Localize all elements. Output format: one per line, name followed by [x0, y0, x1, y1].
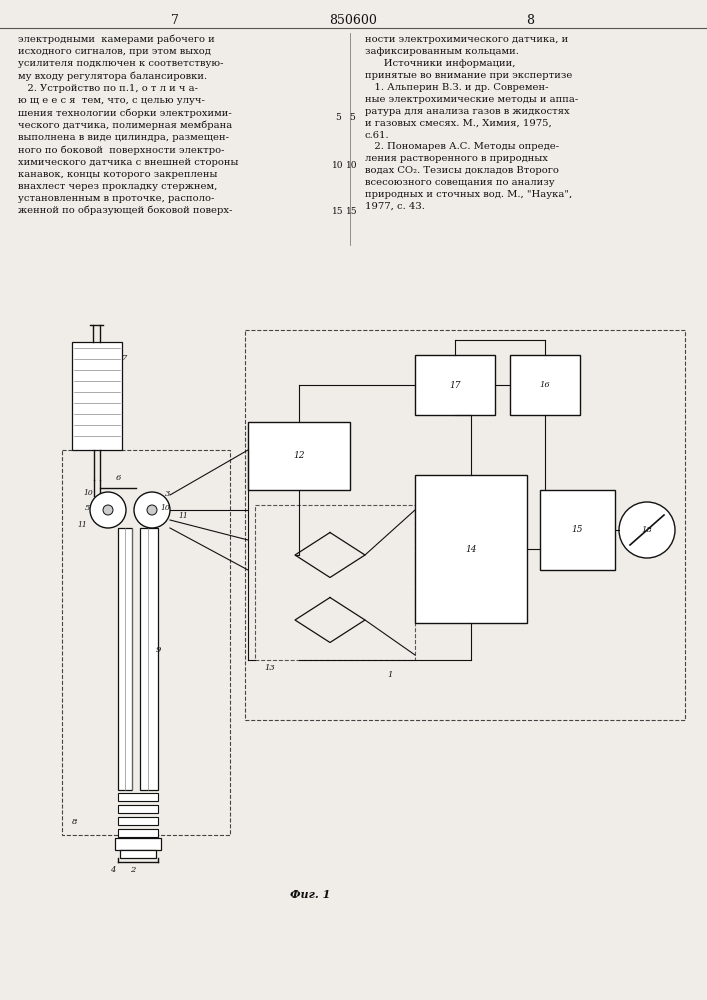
Text: 7: 7	[122, 354, 128, 362]
Bar	[118, 528, 132, 790]
Text: 5: 5	[86, 504, 90, 512]
Bar	[118, 805, 158, 813]
Text: Фиг. 1: Фиг. 1	[290, 890, 330, 900]
Circle shape	[103, 505, 113, 515]
Bar	[115, 838, 161, 850]
Bar	[540, 490, 615, 570]
Circle shape	[147, 505, 157, 515]
Text: 10: 10	[83, 489, 93, 497]
Circle shape	[90, 492, 126, 528]
Bar	[118, 793, 158, 801]
Bar	[140, 528, 158, 790]
Text: 16: 16	[539, 381, 550, 389]
Text: 15: 15	[332, 207, 344, 216]
Bar	[72, 342, 122, 450]
Text: 12: 12	[293, 452, 305, 460]
Bar	[415, 355, 495, 415]
Bar	[255, 505, 415, 660]
Text: 10: 10	[332, 160, 344, 169]
Text: 10: 10	[346, 160, 358, 169]
Text: 850600: 850600	[329, 13, 377, 26]
Text: 9: 9	[156, 646, 160, 654]
Text: 11: 11	[77, 521, 87, 529]
Text: 11: 11	[178, 512, 188, 520]
Bar	[415, 475, 527, 623]
Text: 7: 7	[171, 13, 179, 26]
Text: 3: 3	[165, 490, 170, 498]
Text: электродными  камерами рабочего и
исходного сигналов, при этом выход
усилителя п: электродными камерами рабочего и исходно…	[18, 35, 238, 215]
Text: 15: 15	[571, 526, 583, 534]
Text: ности электрохимического датчика, и
зафиксированным кольцами.
      Источники ин: ности электрохимического датчика, и зафи…	[365, 35, 578, 211]
Circle shape	[619, 502, 675, 558]
Text: 5: 5	[349, 112, 355, 121]
Bar	[120, 850, 156, 858]
Text: 6: 6	[115, 474, 121, 482]
Text: 13: 13	[264, 664, 275, 672]
Text: 4: 4	[110, 866, 116, 874]
Text: 1: 1	[387, 671, 392, 679]
Bar	[248, 422, 350, 490]
Bar	[118, 829, 158, 837]
Circle shape	[134, 492, 170, 528]
Text: 17: 17	[449, 380, 461, 389]
Bar	[118, 817, 158, 825]
Text: 5: 5	[335, 112, 341, 121]
Text: 18: 18	[642, 526, 653, 534]
Text: 8: 8	[526, 13, 534, 26]
Text: 10: 10	[160, 504, 170, 512]
Text: 8: 8	[72, 818, 78, 826]
Bar	[62, 450, 230, 835]
Text: 2: 2	[130, 866, 136, 874]
Bar	[510, 355, 580, 415]
Text: 14: 14	[465, 544, 477, 554]
Text: 15: 15	[346, 207, 358, 216]
Bar	[245, 330, 685, 720]
